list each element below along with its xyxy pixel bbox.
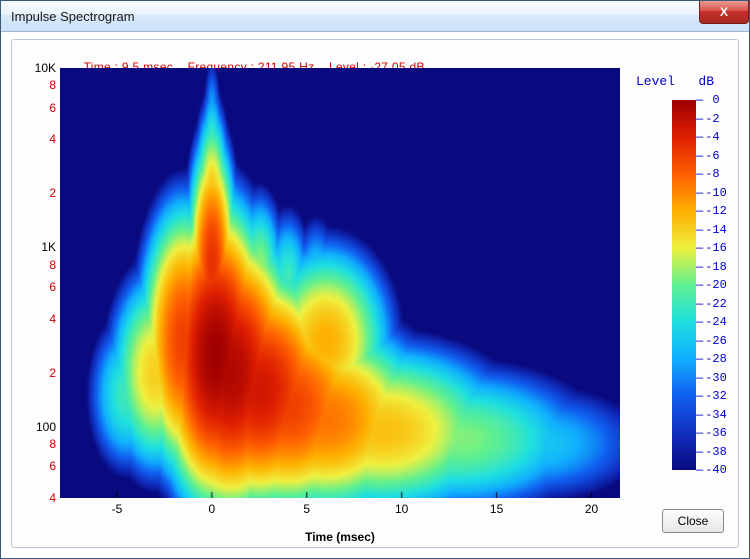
colorbar-tick: —-26 <box>696 334 727 348</box>
y-tick: 8 <box>49 437 56 451</box>
colorbar-tick: —-30 <box>696 371 727 385</box>
spectrogram-plot[interactable]: 10K86421K8642100864-505101520 <box>60 68 620 498</box>
x-tick: 20 <box>585 502 598 516</box>
colorbar-tick: —-2 <box>696 112 720 126</box>
colorbar-tick: —-22 <box>696 297 727 311</box>
colorbar-tick: —-18 <box>696 260 727 274</box>
window-frame: Impulse Spectrogram X Time : 9,5 msec Fr… <box>0 0 750 559</box>
x-tick: 5 <box>303 502 310 516</box>
y-tick: 6 <box>49 101 56 115</box>
x-tick: 0 <box>209 502 216 516</box>
y-tick: 2 <box>49 186 56 200</box>
colorbar-tick: —-36 <box>696 426 727 440</box>
window-title: Impulse Spectrogram <box>11 9 135 24</box>
y-tick: 100 <box>36 420 56 434</box>
colorbar-tick: —-20 <box>696 278 727 292</box>
close-button[interactable]: Close <box>662 509 724 533</box>
y-tick: 4 <box>49 132 56 146</box>
colorbar-canvas <box>672 100 696 470</box>
colorbar-tick: — 0 <box>696 93 720 107</box>
y-tick: 6 <box>49 280 56 294</box>
y-tick: 8 <box>49 258 56 272</box>
window-close-button[interactable]: X <box>699 1 749 24</box>
colorbar-tick: —-32 <box>696 389 727 403</box>
colorbar-tick: —-34 <box>696 408 727 422</box>
colorbar-tick: —-28 <box>696 352 727 366</box>
close-icon: X <box>720 5 728 19</box>
y-tick: 1K <box>41 240 56 254</box>
colorbar-header: Level dB <box>636 74 714 89</box>
y-tick: 10K <box>35 61 56 75</box>
y-tick: 2 <box>49 366 56 380</box>
colorbar-tick: —-16 <box>696 241 727 255</box>
colorbar-tick: —-40 <box>696 463 727 477</box>
x-tick: -5 <box>112 502 123 516</box>
colorbar-tick: —-24 <box>696 315 727 329</box>
titlebar[interactable]: Impulse Spectrogram X <box>1 1 749 32</box>
colorbar-tick: —-6 <box>696 149 720 163</box>
y-tick: 4 <box>49 491 56 505</box>
y-tick: 6 <box>49 459 56 473</box>
colorbar-tick: —-4 <box>696 130 720 144</box>
colorbar-tick: —-14 <box>696 223 727 237</box>
x-tick: 15 <box>490 502 503 516</box>
colorbar-tick: —-8 <box>696 167 720 181</box>
colorbar-tick: —-12 <box>696 204 727 218</box>
y-tick: 8 <box>49 78 56 92</box>
y-tick: 4 <box>49 312 56 326</box>
spectrogram-canvas <box>60 68 620 498</box>
x-axis-label: Time (msec) <box>60 530 620 544</box>
colorbar-tick: —-38 <box>696 445 727 459</box>
x-tick: 10 <box>395 502 408 516</box>
content-panel: Time : 9,5 msec Frequency : 211,95 Hz Le… <box>11 39 739 548</box>
colorbar-tick: —-10 <box>696 186 727 200</box>
colorbar: — 0—-2—-4—-6—-8—-10—-12—-14—-16—-18—-20—… <box>672 100 696 470</box>
